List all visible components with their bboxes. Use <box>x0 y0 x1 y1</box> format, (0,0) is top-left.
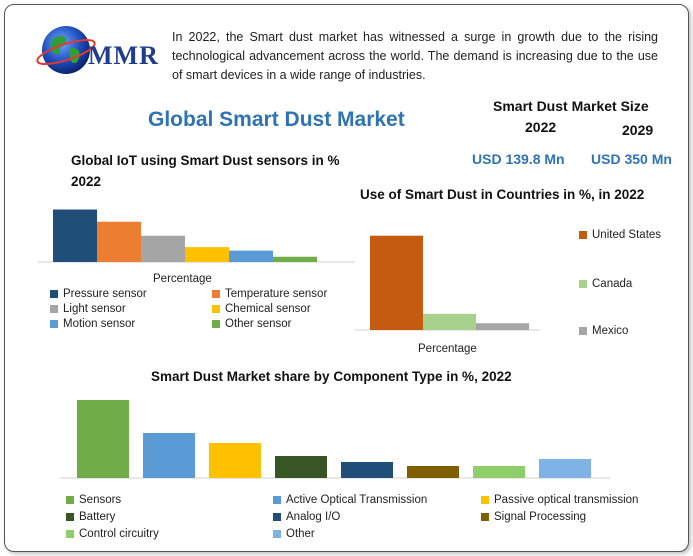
legend-label: Light sensor <box>63 303 126 315</box>
legend-swatch <box>212 290 220 298</box>
chart3-legend-item: Control circuitry <box>66 528 159 540</box>
chart3-bar <box>77 400 129 478</box>
chart3-bar <box>407 466 459 478</box>
chart1-legend-item: Light sensor <box>50 303 126 315</box>
legend-swatch <box>273 530 281 538</box>
chart2-bar <box>370 235 423 330</box>
chart3-legend-item: Passive optical transmission <box>481 494 638 506</box>
chart3-legend-item: Sensors <box>66 494 121 506</box>
chart1-xlabel: Percentage <box>153 273 212 285</box>
legend-swatch <box>50 305 58 313</box>
legend-label: Other sensor <box>225 318 292 330</box>
chart2-legend-item: Canada <box>579 278 632 290</box>
chart1-bar <box>229 250 273 262</box>
market-size-title: Smart Dust Market Size <box>493 98 649 114</box>
chart1-legend-item: Other sensor <box>212 318 291 330</box>
legend-swatch <box>481 496 489 504</box>
logo-text: MMR <box>88 41 159 70</box>
legend-swatch <box>212 320 220 328</box>
legend-label: Pressure sensor <box>63 288 147 300</box>
legend-swatch <box>273 496 281 504</box>
chart3-bar <box>473 466 525 478</box>
legend-label: Chemical sensor <box>225 303 311 315</box>
legend-label: Active Optical Transmission <box>286 494 428 506</box>
legend-swatch <box>273 513 281 521</box>
chart1-bar <box>141 235 185 262</box>
globe-logo-icon <box>36 22 96 78</box>
legend-label: Motion sensor <box>63 318 136 330</box>
legend-swatch <box>212 305 220 313</box>
legend-label: Passive optical transmission <box>494 494 639 506</box>
intro-paragraph: In 2022, the Smart dust market has witne… <box>172 30 658 82</box>
legend-swatch <box>579 231 587 239</box>
chart1-legend-item: Temperature sensor <box>212 288 327 300</box>
legend-swatch <box>66 496 74 504</box>
chart3-bar <box>539 459 591 478</box>
legend-swatch <box>50 320 58 328</box>
chart2-bar <box>476 323 529 330</box>
legend-label: Signal Processing <box>494 511 587 523</box>
legend-swatch <box>579 280 587 288</box>
chart3-bar <box>209 443 261 478</box>
page-title: Global Smart Dust Market <box>148 108 405 131</box>
chart3-bar <box>275 456 327 478</box>
legend-swatch <box>66 530 74 538</box>
chart3-bar <box>341 462 393 478</box>
legend-swatch <box>481 513 489 521</box>
chart1-legend-item: Motion sensor <box>50 318 135 330</box>
legend-label: Sensors <box>79 494 122 506</box>
chart3-legend-item: Battery <box>66 511 115 523</box>
chart3-legend-item: Active Optical Transmission <box>273 494 427 506</box>
chart1-legend-item: Chemical sensor <box>212 303 311 315</box>
legend-label: Battery <box>79 511 116 523</box>
legend-label: Canada <box>592 278 633 290</box>
legend-label: Analog I/O <box>286 511 341 523</box>
chart1-bar <box>273 256 317 262</box>
legend-label: United States <box>592 229 662 241</box>
chart1-bar <box>185 247 229 262</box>
legend-swatch <box>50 290 58 298</box>
chart3-legend-item: Other <box>273 528 315 540</box>
legend-label: Control circuitry <box>79 528 159 540</box>
chart3-legend-item: Analog I/O <box>273 511 340 523</box>
chart3-title: Smart Dust Market share by Component Typ… <box>151 369 512 384</box>
chart2-xlabel: Percentage <box>418 343 477 355</box>
chart1-title: Global IoT using Smart Dust sensors in %… <box>71 153 340 189</box>
chart2-title: Use of Smart Dust in Countries in %, in … <box>360 187 645 202</box>
market-size-year-2029: 2029 <box>622 122 654 138</box>
legend-label: Other <box>286 528 315 540</box>
legend-swatch <box>66 513 74 521</box>
chart3-bar <box>143 433 195 478</box>
market-size-value-2029: USD 350 Mn <box>591 151 672 167</box>
chart2-legend-item: United States <box>579 229 661 241</box>
market-size-value-2022: USD 139.8 Mn <box>472 151 565 167</box>
chart1-bar <box>97 221 141 262</box>
legend-swatch <box>579 327 587 335</box>
chart1-legend-item: Pressure sensor <box>50 288 147 300</box>
chart2-legend-item: Mexico <box>579 325 628 337</box>
chart1-bar <box>53 209 97 262</box>
chart2-bar <box>423 313 476 330</box>
chart3-legend-item: Signal Processing <box>481 511 586 523</box>
legend-label: Mexico <box>592 325 629 337</box>
market-size-year-2022: 2022 <box>525 119 557 135</box>
legend-label: Temperature sensor <box>225 288 328 300</box>
